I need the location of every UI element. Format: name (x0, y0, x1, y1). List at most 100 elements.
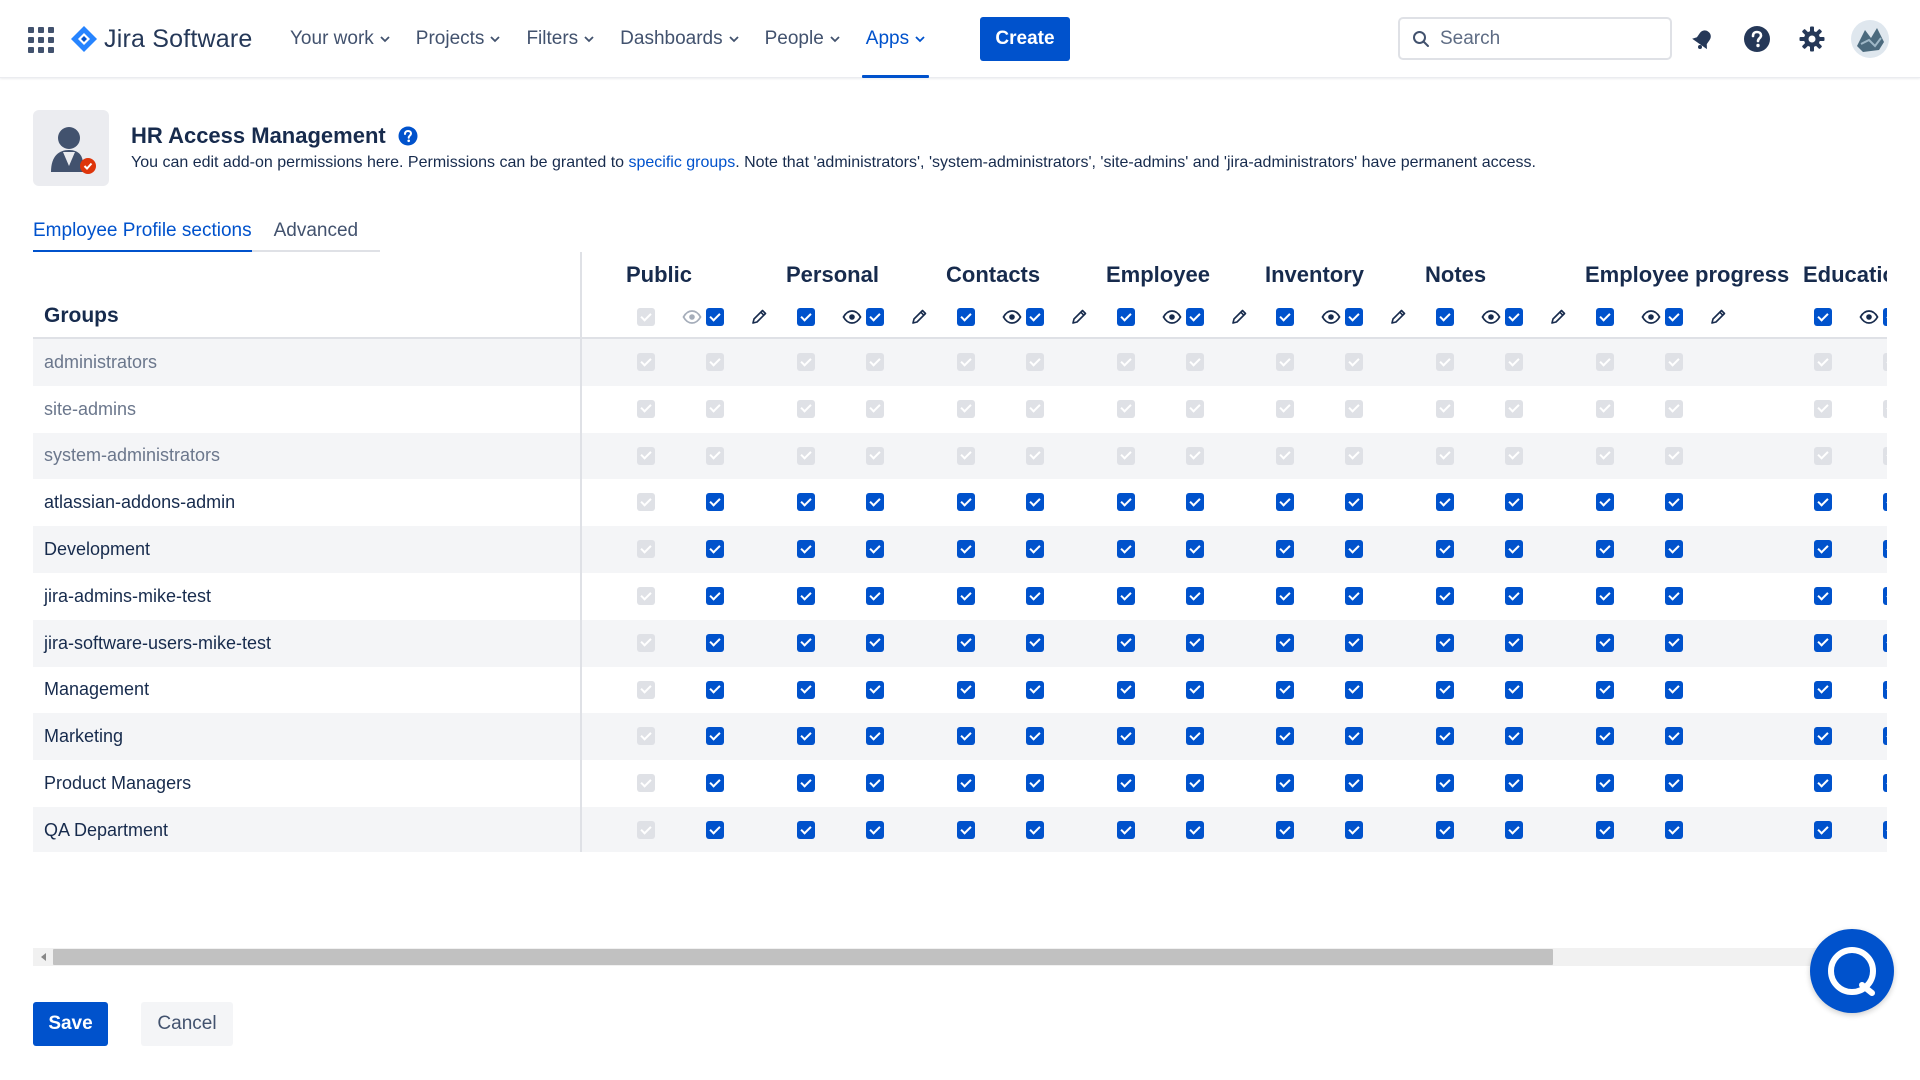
view-checkbox[interactable] (1436, 821, 1455, 840)
edit-checkbox[interactable] (706, 680, 725, 700)
edit-checkbox[interactable] (1026, 821, 1045, 840)
view-checkbox[interactable] (797, 587, 816, 606)
edit-checkbox[interactable] (1883, 633, 1887, 653)
view-checkbox[interactable] (797, 727, 816, 746)
view-checkbox[interactable] (1596, 680, 1615, 700)
view-checkbox[interactable] (797, 821, 816, 840)
horizontal-scrollbar[interactable] (33, 948, 1853, 966)
view-checkbox[interactable] (1276, 680, 1295, 700)
edit-checkbox[interactable] (706, 633, 725, 653)
edit-checkbox[interactable] (1345, 540, 1364, 559)
edit-checkbox[interactable] (1505, 774, 1524, 793)
view-checkbox[interactable] (957, 540, 976, 559)
view-checkbox[interactable] (1276, 493, 1295, 512)
search-box[interactable] (1398, 17, 1672, 60)
view-checkbox[interactable] (1814, 633, 1833, 653)
edit-checkbox[interactable] (1883, 774, 1887, 793)
view-all-checkbox-education[interactable] (1814, 308, 1833, 327)
view-checkbox[interactable] (1276, 633, 1295, 653)
edit-checkbox[interactable] (1665, 774, 1684, 793)
edit-checkbox[interactable] (1665, 587, 1684, 606)
cancel-button[interactable]: Cancel (141, 1002, 233, 1046)
view-checkbox[interactable] (957, 633, 976, 653)
edit-checkbox[interactable] (1665, 633, 1684, 653)
view-checkbox[interactable] (957, 727, 976, 746)
nav-filters[interactable]: Filters (518, 0, 602, 78)
view-checkbox[interactable] (1276, 774, 1295, 793)
notifications-icon[interactable] (1686, 22, 1720, 56)
edit-checkbox[interactable] (1345, 774, 1364, 793)
view-checkbox[interactable] (1117, 774, 1136, 793)
edit-all-checkbox-education[interactable] (1883, 308, 1887, 327)
edit-checkbox[interactable] (1026, 587, 1045, 606)
view-checkbox[interactable] (797, 774, 816, 793)
view-checkbox[interactable] (1596, 633, 1615, 653)
view-checkbox[interactable] (1596, 774, 1615, 793)
edit-checkbox[interactable] (1505, 680, 1524, 700)
edit-checkbox[interactable] (1186, 493, 1205, 512)
view-checkbox[interactable] (1596, 821, 1615, 840)
view-checkbox[interactable] (1117, 821, 1136, 840)
edit-checkbox[interactable] (866, 633, 885, 653)
edit-checkbox[interactable] (1026, 774, 1045, 793)
edit-checkbox[interactable] (1665, 493, 1684, 512)
edit-checkbox[interactable] (1026, 680, 1045, 700)
view-checkbox[interactable] (1814, 727, 1833, 746)
view-checkbox[interactable] (957, 680, 976, 700)
edit-checkbox[interactable] (1345, 587, 1364, 606)
edit-checkbox[interactable] (1883, 727, 1887, 746)
edit-checkbox[interactable] (1505, 727, 1524, 746)
view-checkbox[interactable] (1276, 727, 1295, 746)
view-checkbox[interactable] (797, 633, 816, 653)
nav-your-work[interactable]: Your work (282, 0, 398, 78)
view-checkbox[interactable] (1814, 774, 1833, 793)
view-checkbox[interactable] (1814, 587, 1833, 606)
edit-checkbox[interactable] (1345, 633, 1364, 653)
edit-checkbox[interactable] (1345, 493, 1364, 512)
edit-all-checkbox-notes[interactable] (1505, 308, 1524, 327)
edit-checkbox[interactable] (866, 540, 885, 559)
view-checkbox[interactable] (1276, 540, 1295, 559)
edit-checkbox[interactable] (1883, 493, 1887, 512)
edit-checkbox[interactable] (866, 774, 885, 793)
edit-all-checkbox-employee-progress[interactable] (1665, 308, 1684, 327)
settings-icon[interactable] (1795, 22, 1829, 56)
chat-widget-icon[interactable] (1810, 929, 1894, 1013)
view-checkbox[interactable] (1814, 680, 1833, 700)
edit-checkbox[interactable] (1665, 680, 1684, 700)
edit-checkbox[interactable] (1883, 540, 1887, 559)
view-checkbox[interactable] (957, 774, 976, 793)
edit-checkbox[interactable] (1505, 587, 1524, 606)
edit-all-checkbox-inventory[interactable] (1345, 308, 1364, 327)
edit-checkbox[interactable] (1345, 680, 1364, 700)
edit-all-checkbox-employee[interactable] (1186, 308, 1205, 327)
view-checkbox[interactable] (1814, 493, 1833, 512)
edit-checkbox[interactable] (1665, 821, 1684, 840)
view-checkbox[interactable] (1436, 493, 1455, 512)
edit-checkbox[interactable] (866, 821, 885, 840)
view-checkbox[interactable] (1436, 540, 1455, 559)
view-checkbox[interactable] (1596, 727, 1615, 746)
edit-checkbox[interactable] (1505, 821, 1524, 840)
save-button[interactable]: Save (33, 1002, 108, 1046)
view-all-checkbox-contacts[interactable] (957, 308, 976, 327)
edit-checkbox[interactable] (1883, 821, 1887, 840)
view-all-checkbox-employee[interactable] (1117, 308, 1136, 327)
view-checkbox[interactable] (1117, 587, 1136, 606)
edit-checkbox[interactable] (1883, 680, 1887, 700)
edit-checkbox[interactable] (706, 493, 725, 512)
specific-groups-link[interactable]: specific groups (628, 154, 736, 171)
profile-avatar[interactable] (1851, 20, 1889, 58)
edit-checkbox[interactable] (1883, 587, 1887, 606)
edit-checkbox[interactable] (1186, 727, 1205, 746)
view-checkbox[interactable] (957, 587, 976, 606)
view-checkbox[interactable] (1117, 680, 1136, 700)
edit-checkbox[interactable] (706, 774, 725, 793)
view-all-checkbox-personal[interactable] (797, 308, 816, 327)
view-checkbox[interactable] (957, 493, 976, 512)
edit-checkbox[interactable] (1026, 493, 1045, 512)
create-button[interactable]: Create (980, 17, 1070, 61)
edit-checkbox[interactable] (1665, 727, 1684, 746)
jira-logo[interactable]: Jira Software (70, 22, 253, 56)
edit-checkbox[interactable] (1345, 727, 1364, 746)
